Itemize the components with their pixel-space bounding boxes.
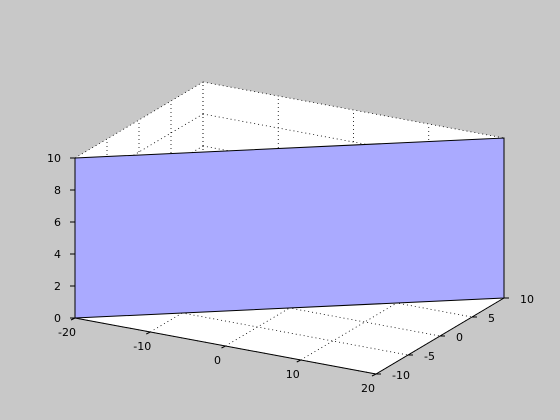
- x-tick: [296, 359, 301, 363]
- grid-line: [74, 81, 204, 159]
- y-tick-label: 10: [520, 293, 534, 306]
- z-tick-label: 2: [54, 280, 61, 293]
- x-tick-label: 10: [286, 368, 300, 381]
- z-tick-label: 6: [54, 216, 61, 229]
- axes-3d: -20 -10 0 10 20 -10 -5 0 5 10 0 2 4 6 8 10: [47, 81, 534, 395]
- z-tick-label: 4: [54, 248, 61, 261]
- x-tick: [371, 373, 377, 377]
- x-tick-label: 20: [361, 382, 375, 395]
- x-tick-label: -10: [133, 340, 151, 353]
- y-tick-label: 0: [456, 331, 463, 344]
- x-tick: [221, 345, 226, 349]
- y-tick-label: -5: [424, 350, 435, 363]
- x-tick-label: -20: [58, 326, 76, 339]
- x-tick: [146, 331, 151, 335]
- y-tick-label: -10: [392, 369, 410, 382]
- x-tick-label: 0: [214, 354, 221, 367]
- z-tick-label: 0: [54, 312, 61, 325]
- z-tick-label: 8: [54, 184, 61, 197]
- z-tick-label: 10: [47, 152, 61, 165]
- y-tick-label: 5: [488, 312, 495, 325]
- surface-plane: [74, 137, 505, 319]
